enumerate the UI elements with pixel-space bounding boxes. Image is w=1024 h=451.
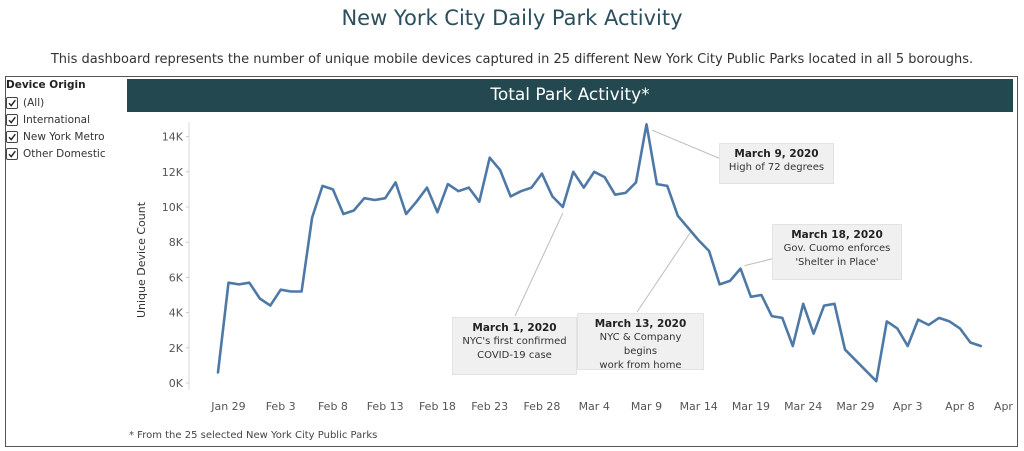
checkbox[interactable] xyxy=(6,96,18,109)
checkmark-icon xyxy=(8,150,16,158)
filter-item[interactable]: International xyxy=(6,111,121,128)
x-tick-label: Mar 24 xyxy=(784,400,822,413)
x-tick-label: Apr 3 xyxy=(893,400,923,413)
annotation-mar18-line1: Gov. Cuomo enforces xyxy=(783,243,891,254)
series-line-unique-device-count xyxy=(216,123,983,383)
filter-title: Device Origin xyxy=(6,79,86,91)
checkmark-icon xyxy=(8,99,16,107)
x-tick-label: Mar 9 xyxy=(631,400,662,413)
annotation-mar1-title: March 1, 2020 xyxy=(472,322,557,334)
park-activity-chart: 0K 2K 4K 6K 8K 10K 12K 14K Unique Device Count Ja… xyxy=(135,122,1013,413)
annotation-mar1: March 1, 2020 NYC's first confirmed COVI… xyxy=(452,317,577,375)
annotation-mar9-text: High of 72 degrees xyxy=(728,162,825,173)
annotation-mar1-line2: COVID-19 case xyxy=(477,350,552,361)
x-tick-label: Feb 8 xyxy=(318,400,348,413)
x-tick-label: Mar 29 xyxy=(836,400,874,413)
annotation-mar13: March 13, 2020 NYC & Company begins work… xyxy=(577,313,704,371)
checkbox[interactable] xyxy=(6,147,18,160)
x-tick-label: Feb 3 xyxy=(266,400,296,413)
device-origin-filter: Device Origin (All) International New York… xyxy=(6,79,121,162)
x-tick-label: Feb 23 xyxy=(471,400,508,413)
checkbox[interactable] xyxy=(6,130,18,143)
y-tick-label: 12K xyxy=(162,166,184,179)
x-tick-label: Feb 28 xyxy=(523,400,560,413)
x-tick-label: Apr 13 xyxy=(994,400,1013,413)
page-title: New York City Daily Park Activity xyxy=(341,6,683,30)
x-tick-label: Feb 18 xyxy=(419,400,456,413)
annotation-mar13-title: March 13, 2020 xyxy=(594,318,687,330)
annotation-mar18: March 18, 2020 Gov. Cuomo enforces 'Shel… xyxy=(772,224,902,280)
x-tick-label: Feb 13 xyxy=(367,400,404,413)
y-axis-label: Unique Device Count xyxy=(135,201,148,318)
filter-item-label: Other Domestic xyxy=(23,147,106,160)
y-tick-label: 2K xyxy=(169,342,184,355)
annotation-mar18-line2: 'Shelter in Place' xyxy=(795,257,879,268)
annotation-connector xyxy=(514,212,564,317)
x-tick-label: Mar 14 xyxy=(680,400,718,413)
annotation-connector xyxy=(652,129,722,160)
x-tick-label: Apr 8 xyxy=(945,400,975,413)
y-tick-label: 0K xyxy=(169,377,184,390)
checkmark-icon xyxy=(8,116,16,124)
annotation-mar1-line1: NYC's first confirmed xyxy=(462,336,567,347)
page-subtitle: This dashboard represents the number of … xyxy=(50,52,974,67)
filter-item[interactable]: New York Metro xyxy=(6,128,121,145)
checkmark-icon xyxy=(8,133,16,141)
y-tick-label: 8K xyxy=(169,236,184,249)
annotation-connector xyxy=(636,232,691,313)
filter-item-label: International xyxy=(23,113,91,126)
x-tick-label: Mar 4 xyxy=(579,400,610,413)
y-tick-label: 4K xyxy=(169,307,184,320)
dashboard-frame xyxy=(5,76,1018,447)
y-tick-label: 6K xyxy=(169,271,184,284)
annotation-mar18-title: March 18, 2020 xyxy=(791,229,883,241)
filter-item-label: New York Metro xyxy=(23,130,105,143)
y-tick-label: 10K xyxy=(162,201,184,214)
annotation-mar9-title: March 9, 2020 xyxy=(734,148,819,160)
filter-item[interactable]: (All) xyxy=(6,94,121,111)
annotation-mar13-line2: work from home xyxy=(599,360,682,371)
x-tick-label: Jan 29 xyxy=(210,400,245,413)
footnote: * From the 25 selected New York City Pub… xyxy=(129,430,378,441)
chart-title-banner: Total Park Activity* xyxy=(127,79,1013,112)
filter-item[interactable]: Other Domestic xyxy=(6,145,121,162)
y-tick-label: 14K xyxy=(162,131,184,144)
annotation-mar9: March 9, 2020 High of 72 degrees xyxy=(719,143,834,184)
annotation-mar13-line1: NYC & Company begins xyxy=(599,332,682,357)
x-tick-label: Mar 19 xyxy=(732,400,770,413)
checkbox[interactable] xyxy=(6,113,18,126)
filter-item-label: (All) xyxy=(23,96,45,109)
